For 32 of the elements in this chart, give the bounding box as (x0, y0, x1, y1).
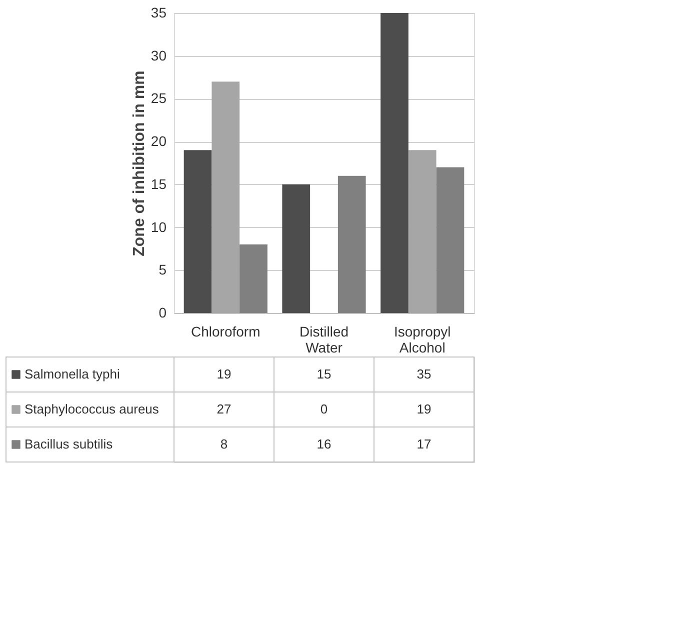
y-axis-title: Zone of inhibition in mm (130, 70, 148, 256)
x-tick-label: Isopropyl Alcohol (394, 324, 451, 356)
bar (184, 150, 212, 313)
data-label: 27 (216, 402, 232, 416)
bar (240, 244, 268, 313)
y-tick-label: 25 (150, 90, 167, 106)
bar (380, 13, 408, 313)
bar (282, 184, 310, 313)
y-tick-label: 30 (150, 47, 167, 64)
y-tick-label: 35 (150, 4, 167, 20)
data-label: 19 (216, 366, 232, 382)
y-tick-label: 0 (158, 304, 167, 320)
x-tick-label: Distilled Water (299, 324, 349, 356)
y-tick-label: 15 (150, 176, 167, 192)
data-label: 16 (316, 436, 332, 452)
data-label: 17 (416, 436, 432, 452)
legend-label: Salmonella typhi (24, 366, 120, 382)
data-label: 15 (316, 366, 332, 382)
bar (408, 150, 436, 313)
bar (436, 167, 464, 313)
y-tick-label: 20 (150, 133, 167, 150)
legend-label: Staphylococcus aureus (24, 402, 160, 416)
x-tick-label: Chloroform (191, 324, 260, 340)
data-label: 0 (320, 402, 328, 416)
data-label: 35 (416, 366, 432, 382)
bar (338, 176, 366, 313)
data-label: 8 (220, 436, 228, 452)
legend-label: Bacillus subtilis (24, 436, 114, 452)
bar (212, 82, 240, 313)
y-tick-label: 5 (158, 262, 167, 278)
y-tick-label: 10 (150, 218, 167, 235)
data-label: 19 (416, 402, 432, 416)
